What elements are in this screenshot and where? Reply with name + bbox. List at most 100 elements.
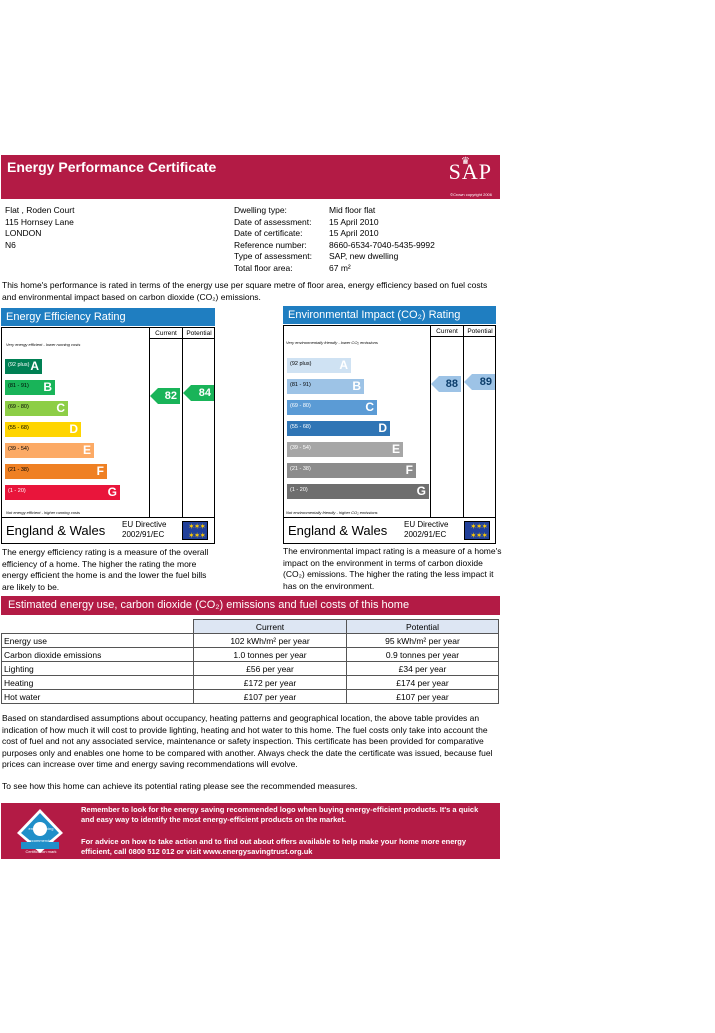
detail-row: Date of assessment: 15 April 2010 <box>234 217 435 229</box>
current-rating-arrow: 88 <box>431 376 461 392</box>
current-column-header: Current <box>149 328 182 339</box>
rating-band-d: (55 - 68) D <box>287 421 390 436</box>
eu-directive-code: 2002/91/EC <box>122 530 165 539</box>
current-column-header: Current <box>430 326 463 337</box>
scale-bottom-note: Not environmentally friendly - higher CO… <box>286 510 378 515</box>
band-letter: C <box>365 400 374 414</box>
detail-value: SAP, new dwelling <box>329 251 399 261</box>
table-header-potential: Potential <box>346 619 499 634</box>
row-current: 102 kWh/m² per year <box>193 633 347 648</box>
environmental-chart: Current Potential Very environmentally f… <box>283 325 496 544</box>
detail-label: Total floor area: <box>234 262 293 273</box>
estimated-costs-title: Estimated energy use, carbon dioxide (CO… <box>1 596 500 615</box>
column-divider <box>430 326 431 517</box>
band-letter: F <box>405 463 413 477</box>
rating-band-g: (1 - 20) G <box>5 485 120 500</box>
row-label: Lighting <box>1 661 194 676</box>
scale-top-note: Very energy efficient - lower running co… <box>6 342 81 347</box>
current-rating-arrow: 82 <box>150 388 180 404</box>
address-line: Flat , Roden Court <box>5 205 75 215</box>
logo-line: energy saving <box>28 826 54 831</box>
band-letter: C <box>56 401 65 415</box>
eu-flag-icon: ✶✶✶ ✶✶✶ <box>182 521 208 540</box>
potential-rating-arrow: 89 <box>464 374 495 390</box>
detail-label: Date of certificate: <box>234 228 303 238</box>
potential-column-header: Potential <box>182 328 215 339</box>
band-letter: D <box>69 422 78 436</box>
rating-band-b: (81 - 91) B <box>287 379 364 394</box>
detail-row: Total floor area: 67 m² <box>234 263 435 275</box>
detail-value: 15 April 2010 <box>329 228 379 238</box>
detail-row: Date of certificate: 15 April 2010 <box>234 228 435 240</box>
rating-band-g: (1 - 20) G <box>287 484 429 499</box>
row-current: £56 per year <box>193 661 347 676</box>
efficiency-footer: England & Wales EU Directive 2002/91/EC … <box>2 517 214 543</box>
table-row: Heating £172 per year £174 per year <box>1 675 499 690</box>
table-row: Energy use 102 kWh/m² per year 95 kWh/m²… <box>1 633 499 648</box>
detail-row: Dwelling type: Mid floor flat <box>234 205 435 217</box>
assumptions-paragraph: Based on standardised assumptions about … <box>2 713 493 769</box>
band-letter: G <box>107 485 117 499</box>
band-range: (39 - 54) <box>290 445 311 451</box>
band-letter: D <box>378 421 387 435</box>
band-letter: A <box>30 359 39 373</box>
band-range: (55 - 68) <box>290 424 311 430</box>
rating-band-c: (69 - 80) C <box>5 401 68 416</box>
row-label: Hot water <box>1 689 194 704</box>
dwelling-details: Dwelling type: Mid floor flat Date of ass… <box>234 205 435 274</box>
scale-top-note: Very environmentally friendly - lower CO… <box>286 340 378 345</box>
band-range: (92 plus) <box>290 361 312 367</box>
energy-saving-recommended-logo <box>17 809 63 853</box>
banner-paragraph: For advice on how to take action and to … <box>81 837 467 856</box>
row-potential: 0.9 tonnes per year <box>346 647 499 662</box>
row-label: Carbon dioxide emissions <box>1 647 194 662</box>
logo-text: energy saving recommended Certification … <box>16 826 66 854</box>
table-header-current: Current <box>193 619 347 634</box>
column-divider <box>182 328 183 517</box>
band-range: (92 plus) <box>8 362 30 368</box>
band-letter: E <box>391 442 400 456</box>
band-letter: A <box>339 358 348 372</box>
rating-band-e: (39 - 54) E <box>5 443 94 458</box>
row-potential: 95 kWh/m² per year <box>346 633 499 648</box>
row-label: Energy use <box>1 633 194 648</box>
country-label: England & Wales <box>288 523 388 538</box>
country-label: England & Wales <box>6 523 106 538</box>
row-current: 1.0 tonnes per year <box>193 647 347 662</box>
address-line: 115 Hornsey Lane <box>5 216 74 227</box>
crown-icon: ♛ <box>461 156 470 167</box>
band-range: (1 - 20) <box>8 488 26 494</box>
efficiency-chart: Current Potential Very energy efficient … <box>1 327 215 544</box>
scale-bottom-note: Not energy efficient - higher running co… <box>6 510 81 515</box>
table-row: Lighting £56 per year £34 per year <box>1 661 499 676</box>
eu-directive-code: 2002/91/EC <box>404 530 447 539</box>
logo-line: recommended <box>28 838 54 843</box>
detail-value: 67 m² <box>329 262 351 273</box>
detail-value: 8660-6534-7040-5435-9992 <box>329 239 435 250</box>
row-potential: £107 per year <box>346 689 499 704</box>
detail-label: Reference number: <box>234 239 307 250</box>
row-potential: £34 per year <box>346 661 499 676</box>
property-address: Flat , Roden Court 115 Hornsey Lane LOND… <box>5 205 74 251</box>
certificate-header: Energy Performance Certificate ♛ SAP ©Cr… <box>1 155 500 199</box>
rating-band-c: (69 - 80) C <box>287 400 377 415</box>
table-row: Hot water £107 per year £107 per year <box>1 689 499 704</box>
address-line: N6 <box>5 239 16 250</box>
detail-value: Mid floor flat <box>329 205 376 215</box>
page-title: Energy Performance Certificate <box>7 159 217 175</box>
row-current: £107 per year <box>193 689 347 704</box>
detail-row: Type of assessment: SAP, new dwelling <box>234 251 435 263</box>
eu-flag-icon: ✶✶✶ ✶✶✶ <box>464 521 490 540</box>
eu-directive: EU Directive 2002/91/EC <box>122 520 166 540</box>
detail-label: Dwelling type: <box>234 205 287 215</box>
energy-saving-banner: energy saving recommended Certification … <box>1 803 500 859</box>
estimated-costs-table: Current Potential Energy use 102 kWh/m² … <box>1 619 499 704</box>
environmental-description: The environmental impact rating is a mea… <box>283 546 502 591</box>
environmental-footer: England & Wales EU Directive 2002/91/EC … <box>284 517 495 543</box>
row-current: £172 per year <box>193 675 347 690</box>
rating-band-f: (21 - 38) F <box>5 464 107 479</box>
rating-band-a: (92 plus) A <box>287 358 351 373</box>
detail-row: Reference number: 8660-6534-7040-5435-999… <box>234 240 435 252</box>
intro-text: This home's performance is rated in term… <box>2 280 488 302</box>
band-letter: F <box>96 464 104 478</box>
